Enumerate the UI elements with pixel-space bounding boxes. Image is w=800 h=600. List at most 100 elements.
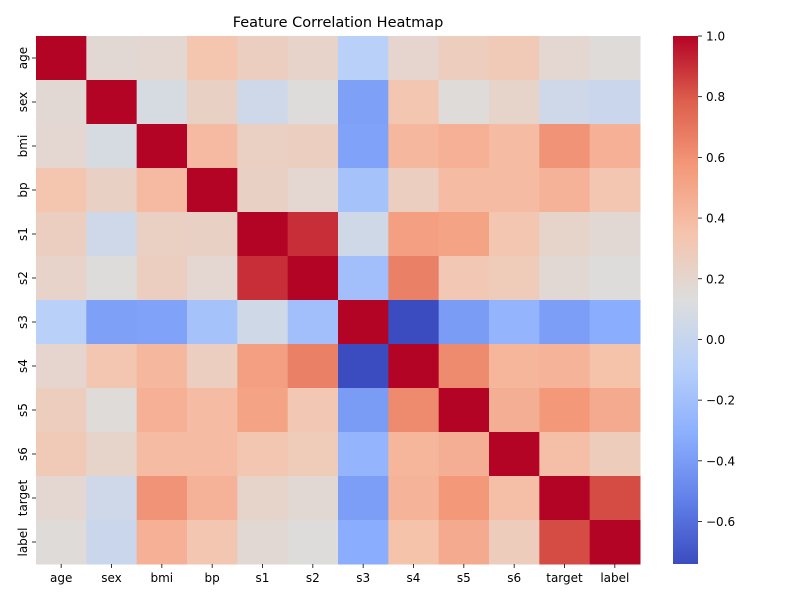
colorbar-tick-label: 0.8: [706, 90, 725, 104]
heatmap-cell-s1-s6: [489, 212, 540, 257]
heatmap-cell-bp-sex: [86, 168, 138, 213]
heatmap-cell-sex-bp: [187, 80, 238, 125]
heatmap-cell-s5-target: [539, 388, 591, 433]
heatmap-cell-s3-s4: [388, 300, 440, 345]
heatmap-cell-s4-s1: [237, 344, 289, 389]
colorbar-tick-label: −0.4: [706, 454, 735, 468]
heatmap-cell-s1-age: [36, 212, 87, 257]
x-tick-labels: age sex bmi bp s1 s2 s3 s4 s5 s6 target label: [50, 564, 629, 585]
heatmap-cell-sex-sex: [86, 80, 138, 125]
y-tick-label-s1: s1: [16, 227, 30, 241]
heatmap-cell-s1-bmi: [136, 212, 188, 257]
heatmap-cell-s6-s4: [388, 432, 440, 477]
heatmap-cell-s4-label: [589, 344, 641, 389]
heatmap-cell-s6-s1: [237, 432, 289, 477]
heatmap-cell-bmi-target: [539, 124, 591, 169]
heatmap-cell-s6-s3: [338, 432, 389, 477]
heatmap-cell-s6-bmi: [136, 432, 188, 477]
heatmap-cell-sex-s1: [237, 80, 289, 125]
heatmap-cell-s3-sex: [86, 300, 138, 345]
heatmap-cell-s1-s4: [388, 212, 440, 257]
heatmap-cell-s4-s2: [287, 344, 339, 389]
heatmap-cell-age-s1: [237, 36, 289, 81]
chart-title: Feature Correlation Heatmap: [233, 15, 444, 31]
heatmap-cell-label-s2: [287, 520, 339, 565]
x-tick-label-s3: s3: [356, 571, 370, 585]
heatmap-cell-label-label: [589, 520, 641, 565]
heatmap-cell-s4-target: [539, 344, 591, 389]
heatmap-cell-target-s2: [287, 476, 339, 521]
heatmap-cell-bmi-s6: [489, 124, 540, 169]
heatmap-cell-s6-s2: [287, 432, 339, 477]
heatmap-cell-s6-s5: [438, 432, 490, 477]
heatmap-cell-target-label: [589, 476, 641, 521]
heatmap-cell-label-s5: [438, 520, 490, 565]
heatmap-cell-s2-s5: [438, 256, 490, 301]
heatmap-cell-s1-s2: [287, 212, 339, 257]
heatmap-cell-s5-bmi: [136, 388, 188, 433]
heatmap-cell-s5-s5: [438, 388, 490, 433]
heatmap-cell-s5-s3: [338, 388, 389, 433]
heatmap-cell-s1-bp: [187, 212, 238, 257]
heatmap-cell-bmi-bp: [187, 124, 238, 169]
heatmap-cell-s5-label: [589, 388, 641, 433]
heatmap-cell-s4-s4: [388, 344, 440, 389]
heatmap-cell-bmi-age: [36, 124, 87, 169]
heatmap-cell-s2-label: [589, 256, 641, 301]
heatmap-cell-s5-sex: [86, 388, 138, 433]
heatmap-cell-target-age: [36, 476, 87, 521]
heatmap-cell-label-bmi: [136, 520, 188, 565]
heatmap-cell-bp-s6: [489, 168, 540, 213]
y-tick-label-s6: s6: [16, 447, 30, 461]
heatmap-cell-s4-s6: [489, 344, 540, 389]
heatmap-cell-s5-bp: [187, 388, 238, 433]
heatmap-cell-s1-s1: [237, 212, 289, 257]
heatmap-cell-bp-s2: [287, 168, 339, 213]
heatmap-cell-s4-bp: [187, 344, 238, 389]
heatmap-cell-s2-sex: [86, 256, 138, 301]
heatmap-cell-s2-s1: [237, 256, 289, 301]
heatmap-cell-target-s3: [338, 476, 389, 521]
heatmap-cell-s4-bmi: [136, 344, 188, 389]
heatmap-cell-bmi-sex: [86, 124, 138, 169]
heatmap-cell-sex-s4: [388, 80, 440, 125]
heatmap-cell-bp-age: [36, 168, 87, 213]
x-tick-label-sex: sex: [101, 571, 122, 585]
heatmap-cell-s2-target: [539, 256, 591, 301]
colorbar-tick-label: 0.2: [706, 272, 725, 286]
heatmap-cell-s5-s2: [287, 388, 339, 433]
colorbar-tick-label: −0.6: [706, 515, 735, 529]
heatmap-cell-sex-bmi: [136, 80, 188, 125]
heatmap-cell-label-s4: [388, 520, 440, 565]
heatmap-cell-bmi-s4: [388, 124, 440, 169]
y-tick-labels: age sex bmi bp s1 s2 s3 s4 s5 s6 target label: [16, 47, 36, 557]
heatmap-cell-s3-bp: [187, 300, 238, 345]
heatmap-cell-s1-s5: [438, 212, 490, 257]
heatmap-cell-s4-s3: [338, 344, 389, 389]
heatmap-cell-s3-s5: [438, 300, 490, 345]
heatmap-cell-sex-target: [539, 80, 591, 125]
heatmap-cell-sex-s2: [287, 80, 339, 125]
heatmap-cell-s3-s1: [237, 300, 289, 345]
heatmap-cell-target-bmi: [136, 476, 188, 521]
heatmap-cell-target-s6: [489, 476, 540, 521]
heatmap-cell-label-target: [539, 520, 591, 565]
heatmap-cell-bp-bp: [187, 168, 238, 213]
x-tick-label-bmi: bmi: [151, 571, 174, 585]
heatmap-cell-s6-target: [539, 432, 591, 477]
heatmap-cell-target-s4: [388, 476, 440, 521]
heatmap-cell-bmi-s3: [338, 124, 389, 169]
heatmap-cell-age-bp: [187, 36, 238, 81]
heatmap-cell-s2-bmi: [136, 256, 188, 301]
heatmap-cell-sex-s6: [489, 80, 540, 125]
heatmap-cell-bmi-label: [589, 124, 641, 169]
heatmap-cell-s2-s3: [338, 256, 389, 301]
x-tick-label-age: age: [50, 571, 72, 585]
heatmap-cell-sex-label: [589, 80, 641, 125]
heatmap-cell-s3-bmi: [136, 300, 188, 345]
heatmap-cell-s5-age: [36, 388, 87, 433]
heatmap-cell-bp-s5: [438, 168, 490, 213]
heatmap-cell-sex-s3: [338, 80, 389, 125]
heatmap-cell-s3-target: [539, 300, 591, 345]
colorbar-tick-label: 0.6: [706, 151, 725, 165]
